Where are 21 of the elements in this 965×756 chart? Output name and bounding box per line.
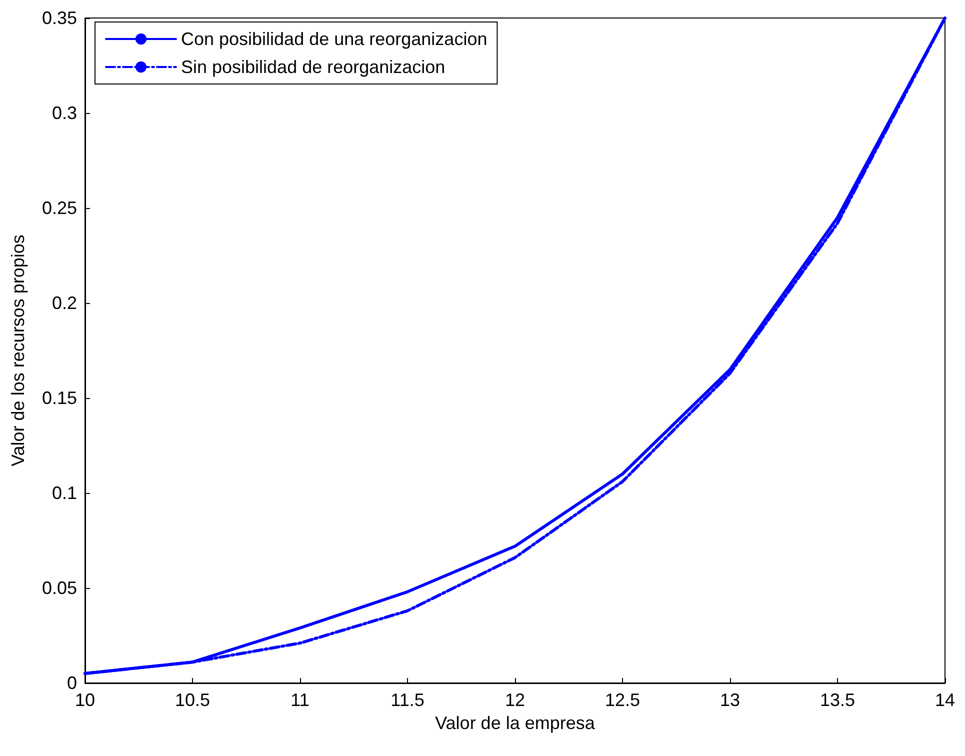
x-tick-label: 13.5 — [820, 690, 856, 710]
x-tick-label: 10.5 — [174, 690, 210, 710]
y-tick-label: 0.1 — [52, 483, 77, 503]
x-tick-label: 14 — [934, 690, 956, 710]
x-tick-label: 12 — [504, 690, 526, 710]
y-axis-title: Valor de los recursos propios — [8, 234, 28, 466]
y-tick-label: 0.05 — [42, 578, 77, 598]
legend-label: Con posibilidad de una reorganizacion — [181, 29, 488, 49]
y-tick-label: 0.35 — [42, 8, 77, 28]
y-tick-label: 0.3 — [52, 103, 77, 123]
y-tick-label: 0.2 — [52, 293, 77, 313]
x-tick-label: 11 — [290, 690, 310, 710]
y-tick-label: 0.15 — [42, 388, 77, 408]
x-axis-title: Valor de la empresa — [435, 712, 596, 733]
x-tick-label: 11.5 — [390, 690, 424, 710]
y-tick-label: 0.25 — [42, 198, 77, 218]
x-tick-label: 10 — [74, 690, 96, 710]
x-tick-label: 13 — [720, 690, 740, 710]
x-tick-label: 12.5 — [604, 690, 640, 710]
legend-label: Sin posibilidad de reorganizacion — [181, 57, 446, 77]
y-tick-label: 0 — [66, 673, 77, 693]
